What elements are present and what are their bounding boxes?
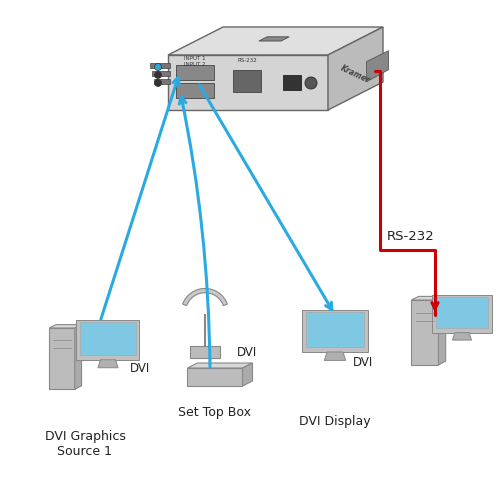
Circle shape [305, 77, 317, 89]
Text: INPUT 1: INPUT 1 [184, 57, 206, 62]
Polygon shape [243, 363, 252, 386]
Polygon shape [152, 71, 170, 76]
Text: DVI: DVI [353, 356, 373, 369]
Text: RS-232: RS-232 [237, 59, 257, 63]
Polygon shape [154, 79, 170, 84]
Circle shape [155, 71, 162, 78]
Polygon shape [259, 37, 289, 41]
Polygon shape [453, 333, 472, 340]
Polygon shape [188, 363, 252, 368]
Text: RS-232: RS-232 [387, 231, 435, 244]
Polygon shape [439, 297, 446, 365]
Polygon shape [412, 300, 439, 365]
Text: DVI Display: DVI Display [299, 415, 371, 428]
Text: DVI: DVI [237, 347, 257, 360]
Polygon shape [176, 83, 214, 98]
Polygon shape [80, 322, 136, 355]
Text: Kramer: Kramer [339, 63, 372, 85]
Polygon shape [366, 51, 389, 82]
Polygon shape [188, 368, 243, 386]
Polygon shape [98, 360, 118, 368]
Polygon shape [306, 312, 364, 347]
Polygon shape [190, 346, 220, 358]
Text: Set Top Box: Set Top Box [179, 406, 251, 419]
Polygon shape [233, 70, 261, 92]
Polygon shape [176, 65, 214, 80]
Polygon shape [328, 27, 383, 110]
Polygon shape [150, 63, 170, 68]
Text: INPUT 2: INPUT 2 [184, 62, 206, 66]
Polygon shape [412, 297, 446, 300]
Polygon shape [75, 324, 81, 389]
Text: DVI: DVI [130, 362, 150, 374]
Polygon shape [283, 75, 301, 90]
Polygon shape [76, 320, 140, 360]
Text: DVI Graphics
Source 1: DVI Graphics Source 1 [44, 430, 125, 458]
Polygon shape [324, 352, 346, 361]
Polygon shape [168, 27, 383, 55]
Polygon shape [49, 324, 81, 328]
Polygon shape [49, 328, 75, 389]
Circle shape [155, 79, 162, 86]
Polygon shape [302, 310, 368, 352]
Polygon shape [436, 297, 488, 328]
Polygon shape [168, 55, 328, 110]
Circle shape [155, 63, 162, 70]
Wedge shape [183, 289, 228, 306]
Polygon shape [432, 295, 492, 333]
